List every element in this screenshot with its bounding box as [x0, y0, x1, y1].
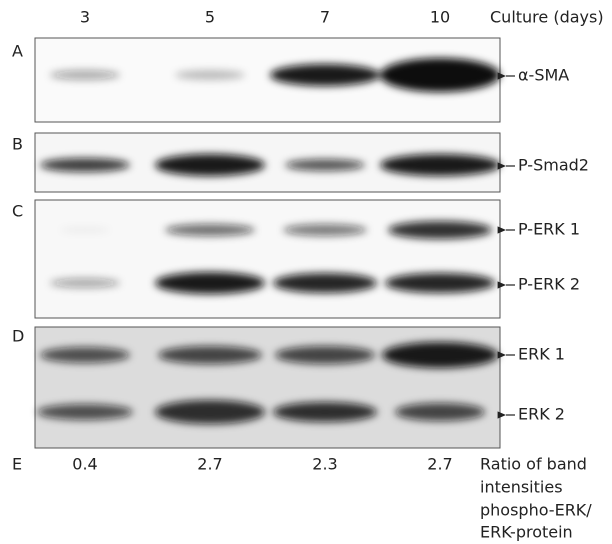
- lane-header: 10: [430, 8, 450, 27]
- band: [275, 346, 375, 364]
- ratio-value: 2.3: [312, 455, 337, 474]
- band: [155, 400, 265, 424]
- band: [382, 342, 498, 368]
- band: [395, 403, 485, 421]
- band: [50, 278, 120, 288]
- band-label: ERK 2: [518, 405, 565, 424]
- lane-header: 5: [205, 8, 215, 27]
- blot-panel: [35, 200, 500, 318]
- band: [385, 273, 495, 293]
- band-label: P-ERK 1: [518, 220, 580, 239]
- ratio-label: intensities: [480, 478, 563, 497]
- panel-letter: E: [12, 455, 22, 474]
- panel-letter: B: [12, 135, 23, 154]
- band: [285, 159, 365, 171]
- band: [283, 224, 367, 236]
- band: [388, 221, 492, 239]
- band: [165, 224, 255, 236]
- band: [155, 272, 265, 294]
- band: [40, 347, 130, 363]
- panel-letter: A: [12, 42, 23, 61]
- band: [155, 154, 265, 176]
- band-label: ERK 1: [518, 345, 565, 364]
- band: [40, 158, 130, 172]
- ratio-label: ERK-protein: [480, 523, 573, 542]
- ratio-label: Ratio of band: [480, 455, 587, 474]
- band: [380, 58, 500, 92]
- ratio-value: 0.4: [72, 455, 97, 474]
- band: [50, 70, 120, 80]
- panel-letter: D: [12, 327, 24, 346]
- band: [158, 346, 262, 364]
- band-label: P-Smad2: [518, 156, 589, 175]
- band: [273, 273, 377, 293]
- band: [273, 402, 377, 422]
- panel-letter: C: [12, 202, 23, 221]
- ratio-label: phospho-ERK/: [480, 501, 592, 520]
- band: [37, 404, 133, 420]
- band: [270, 64, 380, 86]
- band: [60, 227, 110, 233]
- lane-header: 3: [80, 8, 90, 27]
- band-label: α-SMA: [518, 66, 569, 85]
- ratio-value: 2.7: [197, 455, 222, 474]
- unit-label: Culture (days): [490, 8, 604, 27]
- band: [175, 70, 245, 80]
- band: [380, 154, 500, 176]
- western-blot-figure: 3 5 7 10 Culture (days) A B C D α-SMA P-…: [0, 0, 612, 544]
- lane-header: 7: [320, 8, 330, 27]
- band-label: P-ERK 2: [518, 275, 580, 294]
- ratio-value: 2.7: [427, 455, 452, 474]
